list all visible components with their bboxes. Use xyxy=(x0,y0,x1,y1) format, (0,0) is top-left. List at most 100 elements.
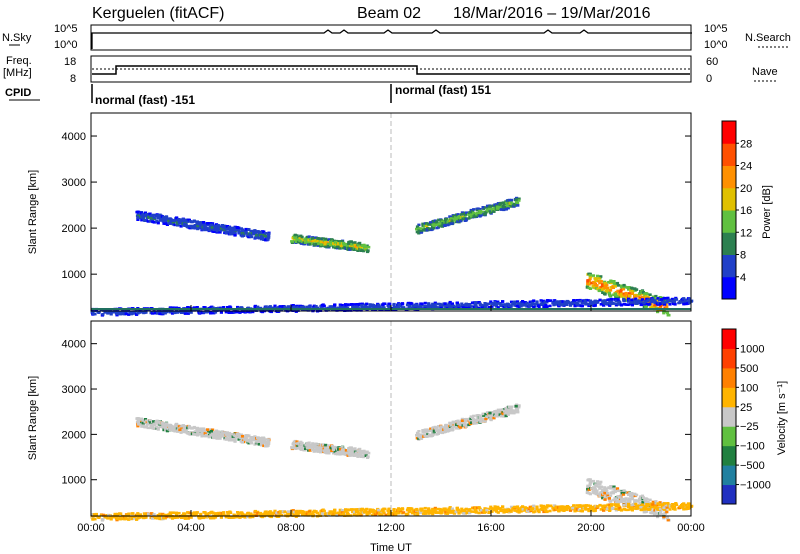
power-cell xyxy=(350,243,354,246)
power-cell xyxy=(635,288,639,291)
power-cell xyxy=(563,300,567,304)
power-cell xyxy=(150,312,155,315)
velocity-cell xyxy=(565,505,570,508)
velocity-cell xyxy=(212,436,216,440)
power-cell xyxy=(267,234,271,237)
power-cell xyxy=(586,279,590,282)
velocity-cell xyxy=(617,489,621,493)
power-cell xyxy=(448,300,452,304)
velocity-cell xyxy=(597,482,601,486)
power-cell xyxy=(603,293,607,296)
velocity-cell xyxy=(228,516,233,519)
power-cell xyxy=(476,207,480,210)
velocity-cell xyxy=(217,431,221,435)
velocity-cell xyxy=(219,435,223,438)
velocity-cell xyxy=(507,405,511,409)
power-cell xyxy=(312,304,316,308)
velocity-cell xyxy=(346,454,350,457)
power-cell xyxy=(656,297,660,300)
velocity-cell xyxy=(620,508,624,512)
velocity-cell xyxy=(264,441,268,444)
velocity-cell xyxy=(423,506,427,510)
power-cell xyxy=(604,289,608,293)
power-cell xyxy=(443,223,447,227)
power-cell xyxy=(211,306,215,310)
velocity-cell xyxy=(472,418,476,421)
power-cell xyxy=(359,304,364,307)
power-cell xyxy=(255,230,260,233)
power-cell xyxy=(293,233,297,237)
power-cell xyxy=(235,228,239,232)
velocity-cell xyxy=(352,513,357,517)
power-cell xyxy=(478,210,483,213)
power-cell xyxy=(431,219,436,223)
velocity-cell xyxy=(192,514,197,517)
velocity-cell xyxy=(190,426,194,430)
power-cell xyxy=(222,306,226,309)
velocity-cell xyxy=(333,511,337,514)
power-cell xyxy=(496,306,500,309)
velocity-cell xyxy=(92,513,96,516)
power-cell xyxy=(638,296,642,299)
velocity-cell xyxy=(300,441,304,445)
velocity-cell xyxy=(196,433,200,437)
velocity-cell xyxy=(645,510,649,513)
velocity-cell xyxy=(288,511,292,515)
nsearch-bottom-tick: 10^0 xyxy=(704,39,728,51)
velocity-cell xyxy=(334,452,338,456)
power-cell xyxy=(558,303,562,307)
power-cell xyxy=(219,227,223,230)
freq-bottom-tick: 8 xyxy=(70,73,76,85)
power-cell xyxy=(307,235,311,238)
velocity-cell xyxy=(312,445,316,449)
velocity-cell xyxy=(609,504,613,508)
velocity-cell xyxy=(168,428,172,432)
power-cell xyxy=(130,310,134,313)
velocity-cell xyxy=(163,426,167,430)
power-cell xyxy=(338,305,343,308)
velocity-cell xyxy=(321,443,325,446)
power-cell xyxy=(130,312,134,316)
power-cell xyxy=(449,217,454,220)
velocity-cell xyxy=(608,509,612,512)
power-cell xyxy=(541,303,545,306)
power-cell xyxy=(444,305,448,309)
velocity-cell xyxy=(235,435,239,438)
velocity-cell xyxy=(214,512,218,515)
power-cell xyxy=(433,303,437,306)
velocity-cell xyxy=(510,409,514,412)
velocity-cell xyxy=(645,503,649,506)
velocity-cell xyxy=(182,424,186,428)
power-cell xyxy=(616,298,620,301)
power-cell xyxy=(314,243,318,246)
velocity-cell xyxy=(368,508,372,511)
velocity-cell xyxy=(488,510,492,514)
velocity-cell xyxy=(327,451,331,454)
velocity-cell xyxy=(438,507,442,511)
power-cell xyxy=(174,306,178,310)
velocity-cell xyxy=(113,514,117,517)
velocity-cell xyxy=(237,438,241,441)
power-cell xyxy=(344,242,348,246)
velocity-cell xyxy=(319,446,323,450)
power-cell xyxy=(477,306,481,310)
power-cell xyxy=(308,243,312,246)
velocity-cell xyxy=(340,509,344,512)
velocity-cell xyxy=(601,496,605,500)
velocity-cell xyxy=(517,404,521,407)
power-cell xyxy=(516,304,520,308)
velocity-cell xyxy=(630,495,635,498)
freq-label: Freq. xyxy=(6,55,32,67)
velocity-cell xyxy=(517,405,521,409)
velocity-cell xyxy=(492,416,496,420)
power-cell xyxy=(653,300,657,303)
velocity-cell xyxy=(436,507,440,511)
power-cell xyxy=(170,312,175,315)
power-cell xyxy=(585,284,590,288)
power-cell xyxy=(196,224,200,228)
velocity-cell xyxy=(177,511,181,515)
velocity-cell xyxy=(138,516,142,519)
power-cell xyxy=(616,289,620,293)
velocity-cell xyxy=(479,418,483,421)
